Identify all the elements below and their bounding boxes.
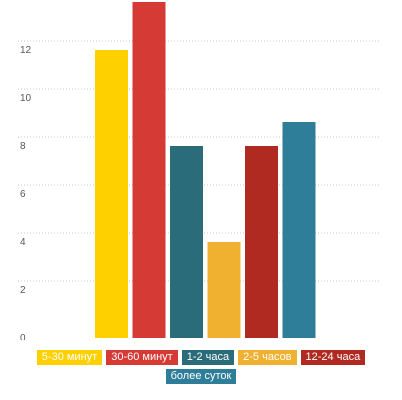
legend-item-2-5-hours: 2-5 часов — [238, 350, 297, 365]
legend-item-1-2-hours: 1-2 часа — [181, 350, 235, 365]
legend-row-1: 5-30 минут 30-60 минут 1-2 часа 2-5 часо… — [0, 350, 402, 365]
bar-1 — [132, 2, 166, 338]
bar-2 — [170, 146, 203, 338]
legend-item-12-24-hours: 12-24 часа — [300, 350, 366, 365]
legend-item-30-60-min: 30-60 минут — [106, 350, 178, 365]
y-tick-12: 12 — [20, 45, 32, 56]
legend-row-2: более суток — [0, 369, 402, 384]
bar-chart: 0 2 4 6 8 10 12 — [18, 2, 381, 340]
bar-0 — [95, 50, 128, 338]
gridlines — [18, 40, 381, 282]
y-axis-ticks: 0 2 4 6 8 10 12 — [20, 45, 32, 340]
legend-item-more-than-day: более суток — [165, 369, 237, 384]
bar-4 — [245, 146, 278, 338]
y-tick-10: 10 — [20, 93, 32, 104]
bar-5 — [282, 122, 316, 338]
y-tick-2: 2 — [20, 285, 26, 296]
bars — [95, 2, 316, 338]
legend: 5-30 минут 30-60 минут 1-2 часа 2-5 часо… — [0, 350, 402, 388]
y-tick-0: 0 — [20, 333, 26, 340]
y-tick-6: 6 — [20, 189, 26, 200]
bar-3 — [207, 242, 241, 338]
y-tick-4: 4 — [20, 237, 26, 248]
legend-item-5-30-min: 5-30 минут — [36, 350, 103, 365]
y-tick-8: 8 — [20, 141, 26, 152]
